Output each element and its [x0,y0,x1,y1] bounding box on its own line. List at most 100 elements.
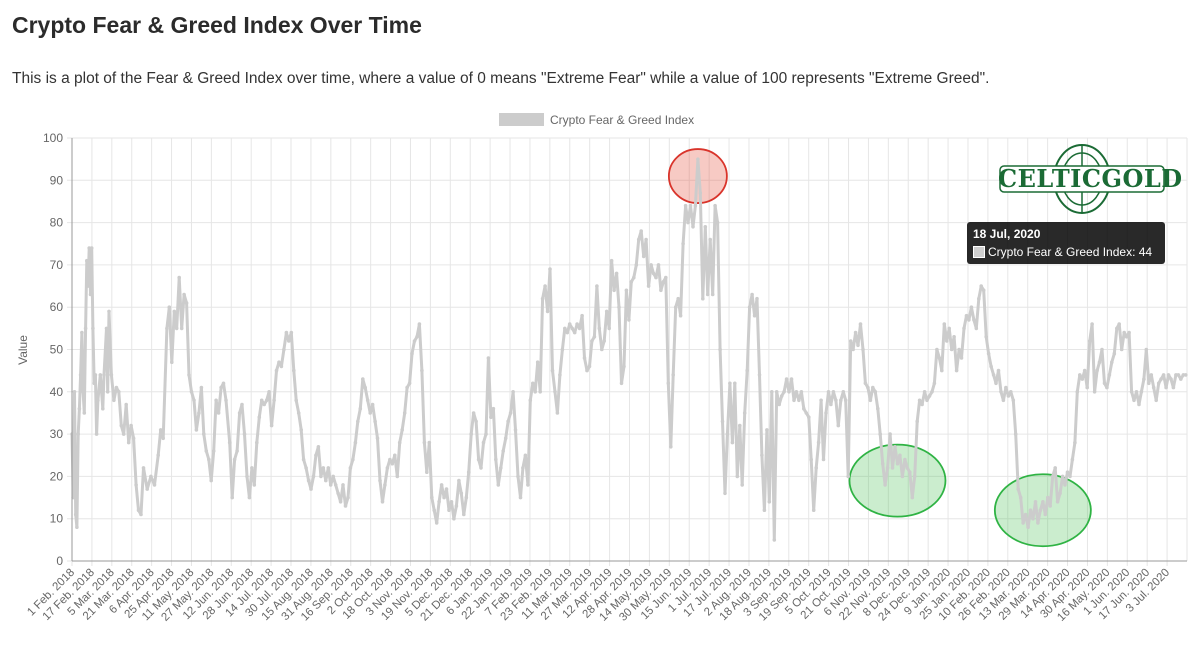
data-point[interactable] [521,466,525,470]
data-point[interactable] [289,330,294,335]
data-point[interactable] [994,381,998,386]
data-point[interactable] [1078,373,1082,377]
data-point[interactable] [267,390,271,394]
data-point[interactable] [1174,373,1178,377]
data-point[interactable] [204,449,209,453]
data-point[interactable] [1060,474,1065,479]
data-point[interactable] [811,508,816,512]
data-point[interactable] [410,351,414,356]
data-point[interactable] [209,478,213,483]
data-point[interactable] [274,368,279,373]
data-point[interactable] [1046,495,1050,500]
data-point[interactable] [237,411,242,415]
data-point[interactable] [328,483,333,487]
data-point[interactable] [232,457,237,462]
data-point[interactable] [272,398,276,403]
data-point[interactable] [922,390,927,394]
data-point[interactable] [622,364,626,369]
data-point[interactable] [876,406,880,411]
data-point[interactable] [1156,381,1161,386]
data-point[interactable] [375,436,380,441]
data-point[interactable] [158,428,163,432]
data-point[interactable] [202,432,206,436]
data-point[interactable] [762,508,767,512]
data-point[interactable] [1048,504,1052,508]
data-point[interactable] [1142,377,1146,381]
data-point[interactable] [516,474,520,479]
data-point[interactable] [967,318,971,322]
data-point[interactable] [577,326,582,331]
data-point[interactable] [415,335,419,339]
data-point[interactable] [848,339,853,343]
data-point[interactable] [853,330,858,335]
data-point[interactable] [612,288,616,293]
data-point[interactable] [471,411,476,415]
data-point[interactable] [145,487,149,491]
data-point[interactable] [141,466,146,470]
data-point[interactable] [121,432,126,436]
data-point[interactable] [101,406,105,411]
data-point[interactable] [954,368,959,373]
data-point[interactable] [1023,512,1028,517]
data-point[interactable] [957,347,961,352]
data-point[interactable] [496,483,501,487]
data-point[interactable] [723,491,727,496]
data-point[interactable] [1184,373,1188,377]
data-point[interactable] [126,440,131,445]
data-point[interactable] [917,398,922,403]
data-point[interactable] [1115,326,1119,331]
data-point[interactable] [1179,377,1183,381]
data-point[interactable] [959,356,964,360]
data-point[interactable] [1075,390,1080,394]
data-point[interactable] [1124,335,1129,339]
data-point[interactable] [945,339,949,343]
data-point[interactable] [698,191,703,195]
data-point[interactable] [279,364,284,369]
data-point[interactable] [219,385,223,390]
data-point[interactable] [558,373,562,377]
data-point[interactable] [814,466,818,470]
data-point[interactable] [301,457,306,462]
data-point[interactable] [602,339,606,343]
data-point[interactable] [624,288,629,293]
data-point[interactable] [211,449,216,453]
data-point[interactable] [257,415,262,420]
data-point[interactable] [177,275,181,280]
data-point[interactable] [1080,377,1085,381]
data-point[interactable] [656,263,661,267]
data-point[interactable] [1090,322,1094,326]
data-point[interactable] [639,229,643,233]
data-point[interactable] [644,237,648,242]
data-point[interactable] [1147,381,1151,386]
data-point[interactable] [757,373,762,377]
data-point[interactable] [277,360,281,365]
data-point[interactable] [395,474,400,479]
data-point[interactable] [733,381,737,386]
data-point[interactable] [585,368,589,373]
data-point[interactable] [152,483,157,487]
data-point[interactable] [156,453,160,458]
data-point[interactable] [782,390,786,394]
data-point[interactable] [189,390,194,394]
data-point[interactable] [81,390,85,394]
data-point[interactable] [107,309,111,314]
data-point[interactable] [124,402,128,407]
data-point[interactable] [880,461,885,466]
data-point[interactable] [464,495,469,500]
data-point[interactable] [92,381,96,386]
data-point[interactable] [634,263,639,267]
data-point[interactable] [1087,339,1092,343]
data-point[interactable] [75,525,79,529]
data-point[interactable] [351,457,355,462]
data-point[interactable] [368,411,373,415]
data-point[interactable] [129,423,133,428]
data-point[interactable] [1068,474,1072,479]
data-point[interactable] [343,504,348,508]
data-point[interactable] [131,436,136,441]
data-point[interactable] [587,364,592,369]
data-point[interactable] [114,385,119,390]
data-point[interactable] [85,258,89,263]
data-point[interactable] [548,267,552,271]
data-point[interactable] [590,339,594,343]
data-point[interactable] [1097,360,1102,365]
